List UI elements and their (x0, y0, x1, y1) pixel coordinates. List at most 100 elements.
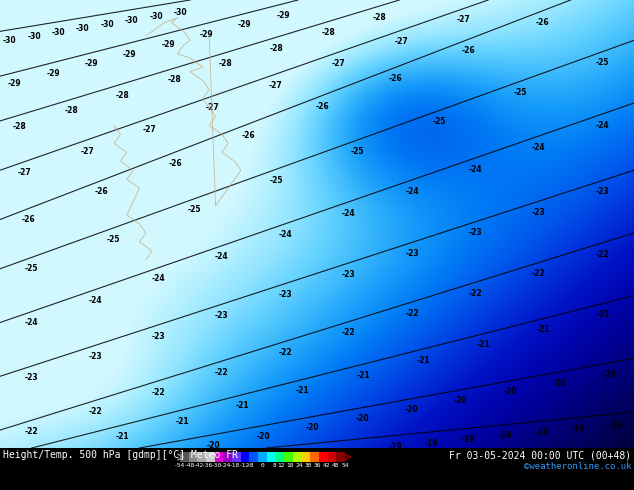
Bar (206, 452, 215, 462)
Text: 48: 48 (332, 463, 340, 468)
Bar (276, 452, 284, 462)
Text: -24: -24 (532, 143, 546, 152)
Text: 12: 12 (277, 463, 285, 468)
Text: -23: -23 (342, 270, 356, 279)
Text: -29: -29 (200, 30, 213, 39)
Text: -22: -22 (595, 249, 609, 259)
Text: -26: -26 (169, 159, 182, 168)
Text: -20: -20 (355, 415, 369, 423)
Text: -27: -27 (394, 37, 408, 46)
Text: -30: -30 (211, 463, 223, 468)
Text: -30: -30 (3, 36, 16, 46)
Text: -22: -22 (342, 328, 356, 337)
Text: -26: -26 (535, 18, 549, 26)
Text: -24: -24 (405, 187, 419, 196)
Text: -27: -27 (332, 59, 345, 68)
Text: -26: -26 (95, 187, 108, 196)
Text: 0: 0 (261, 463, 264, 468)
Bar (319, 452, 328, 462)
Bar (197, 452, 206, 462)
Text: -24: -24 (215, 252, 229, 262)
Text: -27: -27 (206, 103, 219, 112)
Bar (189, 452, 197, 462)
Text: -28: -28 (373, 13, 386, 22)
Text: -24: -24 (595, 121, 609, 130)
Text: -20: -20 (256, 432, 270, 441)
Text: -28: -28 (65, 106, 78, 115)
Text: -22: -22 (278, 348, 292, 357)
Text: -21: -21 (236, 401, 249, 411)
Text: -20: -20 (553, 379, 567, 388)
Text: -30: -30 (150, 12, 163, 21)
Text: -12: -12 (238, 463, 250, 468)
Bar (302, 452, 310, 462)
Text: -24: -24 (342, 209, 356, 218)
Bar (310, 452, 319, 462)
Text: -21: -21 (537, 325, 550, 334)
Text: ©weatheronline.co.uk: ©weatheronline.co.uk (524, 462, 631, 471)
Text: -26: -26 (315, 102, 329, 111)
Text: -20: -20 (207, 441, 221, 450)
Bar (293, 452, 302, 462)
Text: 8: 8 (273, 463, 276, 468)
Text: -25: -25 (595, 58, 609, 68)
Text: -23: -23 (532, 208, 546, 217)
Text: -20: -20 (503, 388, 517, 396)
Text: 54: 54 (341, 463, 349, 468)
Text: -30: -30 (51, 28, 65, 37)
Text: -22: -22 (88, 407, 102, 416)
Text: -36: -36 (202, 463, 213, 468)
Text: -29: -29 (85, 59, 98, 69)
Text: -26: -26 (389, 74, 402, 83)
Text: -29: -29 (161, 40, 175, 49)
Text: -30: -30 (125, 16, 139, 25)
Text: -19: -19 (535, 428, 549, 437)
Text: -25: -25 (432, 117, 446, 126)
Text: -23: -23 (215, 311, 229, 320)
Text: -28: -28 (167, 75, 181, 84)
Text: -24: -24 (278, 230, 292, 240)
Text: -27: -27 (18, 169, 31, 177)
Bar (215, 452, 223, 462)
Text: -25: -25 (188, 205, 202, 214)
Text: -30: -30 (101, 21, 114, 29)
Text: -24: -24 (88, 296, 102, 305)
Bar (328, 452, 336, 462)
Text: -48: -48 (183, 463, 195, 468)
Text: -19: -19 (572, 424, 586, 433)
Text: -26: -26 (462, 46, 476, 55)
Text: -20: -20 (306, 423, 320, 432)
Text: -20: -20 (404, 405, 418, 415)
Text: -23: -23 (88, 352, 102, 361)
Text: 42: 42 (323, 463, 330, 468)
Text: -24: -24 (220, 463, 231, 468)
Text: -23: -23 (25, 373, 39, 382)
Text: -22: -22 (25, 427, 39, 436)
Text: -30: -30 (27, 32, 41, 42)
Bar (249, 452, 258, 462)
Bar (232, 452, 241, 462)
Text: 18: 18 (286, 463, 294, 468)
Text: -21: -21 (356, 371, 370, 380)
Text: -19: -19 (609, 420, 623, 430)
Text: -28: -28 (116, 91, 129, 99)
Text: -24: -24 (152, 274, 165, 283)
Text: -30: -30 (174, 8, 188, 17)
Text: -28: -28 (13, 122, 27, 131)
Text: -20: -20 (454, 396, 468, 405)
Text: -23: -23 (595, 187, 609, 196)
Text: -21: -21 (115, 432, 129, 441)
Text: -27: -27 (457, 15, 470, 24)
Text: -25: -25 (514, 88, 527, 97)
Text: -18: -18 (230, 463, 241, 468)
Text: -30: -30 (76, 24, 89, 33)
Text: -22: -22 (405, 309, 419, 318)
Text: 24: 24 (295, 463, 303, 468)
Text: -19: -19 (498, 431, 512, 441)
Bar (223, 452, 232, 462)
Text: -22: -22 (215, 368, 229, 377)
Text: -22: -22 (532, 269, 546, 278)
Text: -8: -8 (247, 463, 254, 468)
Text: -21: -21 (597, 310, 611, 319)
Text: -21: -21 (176, 416, 189, 426)
